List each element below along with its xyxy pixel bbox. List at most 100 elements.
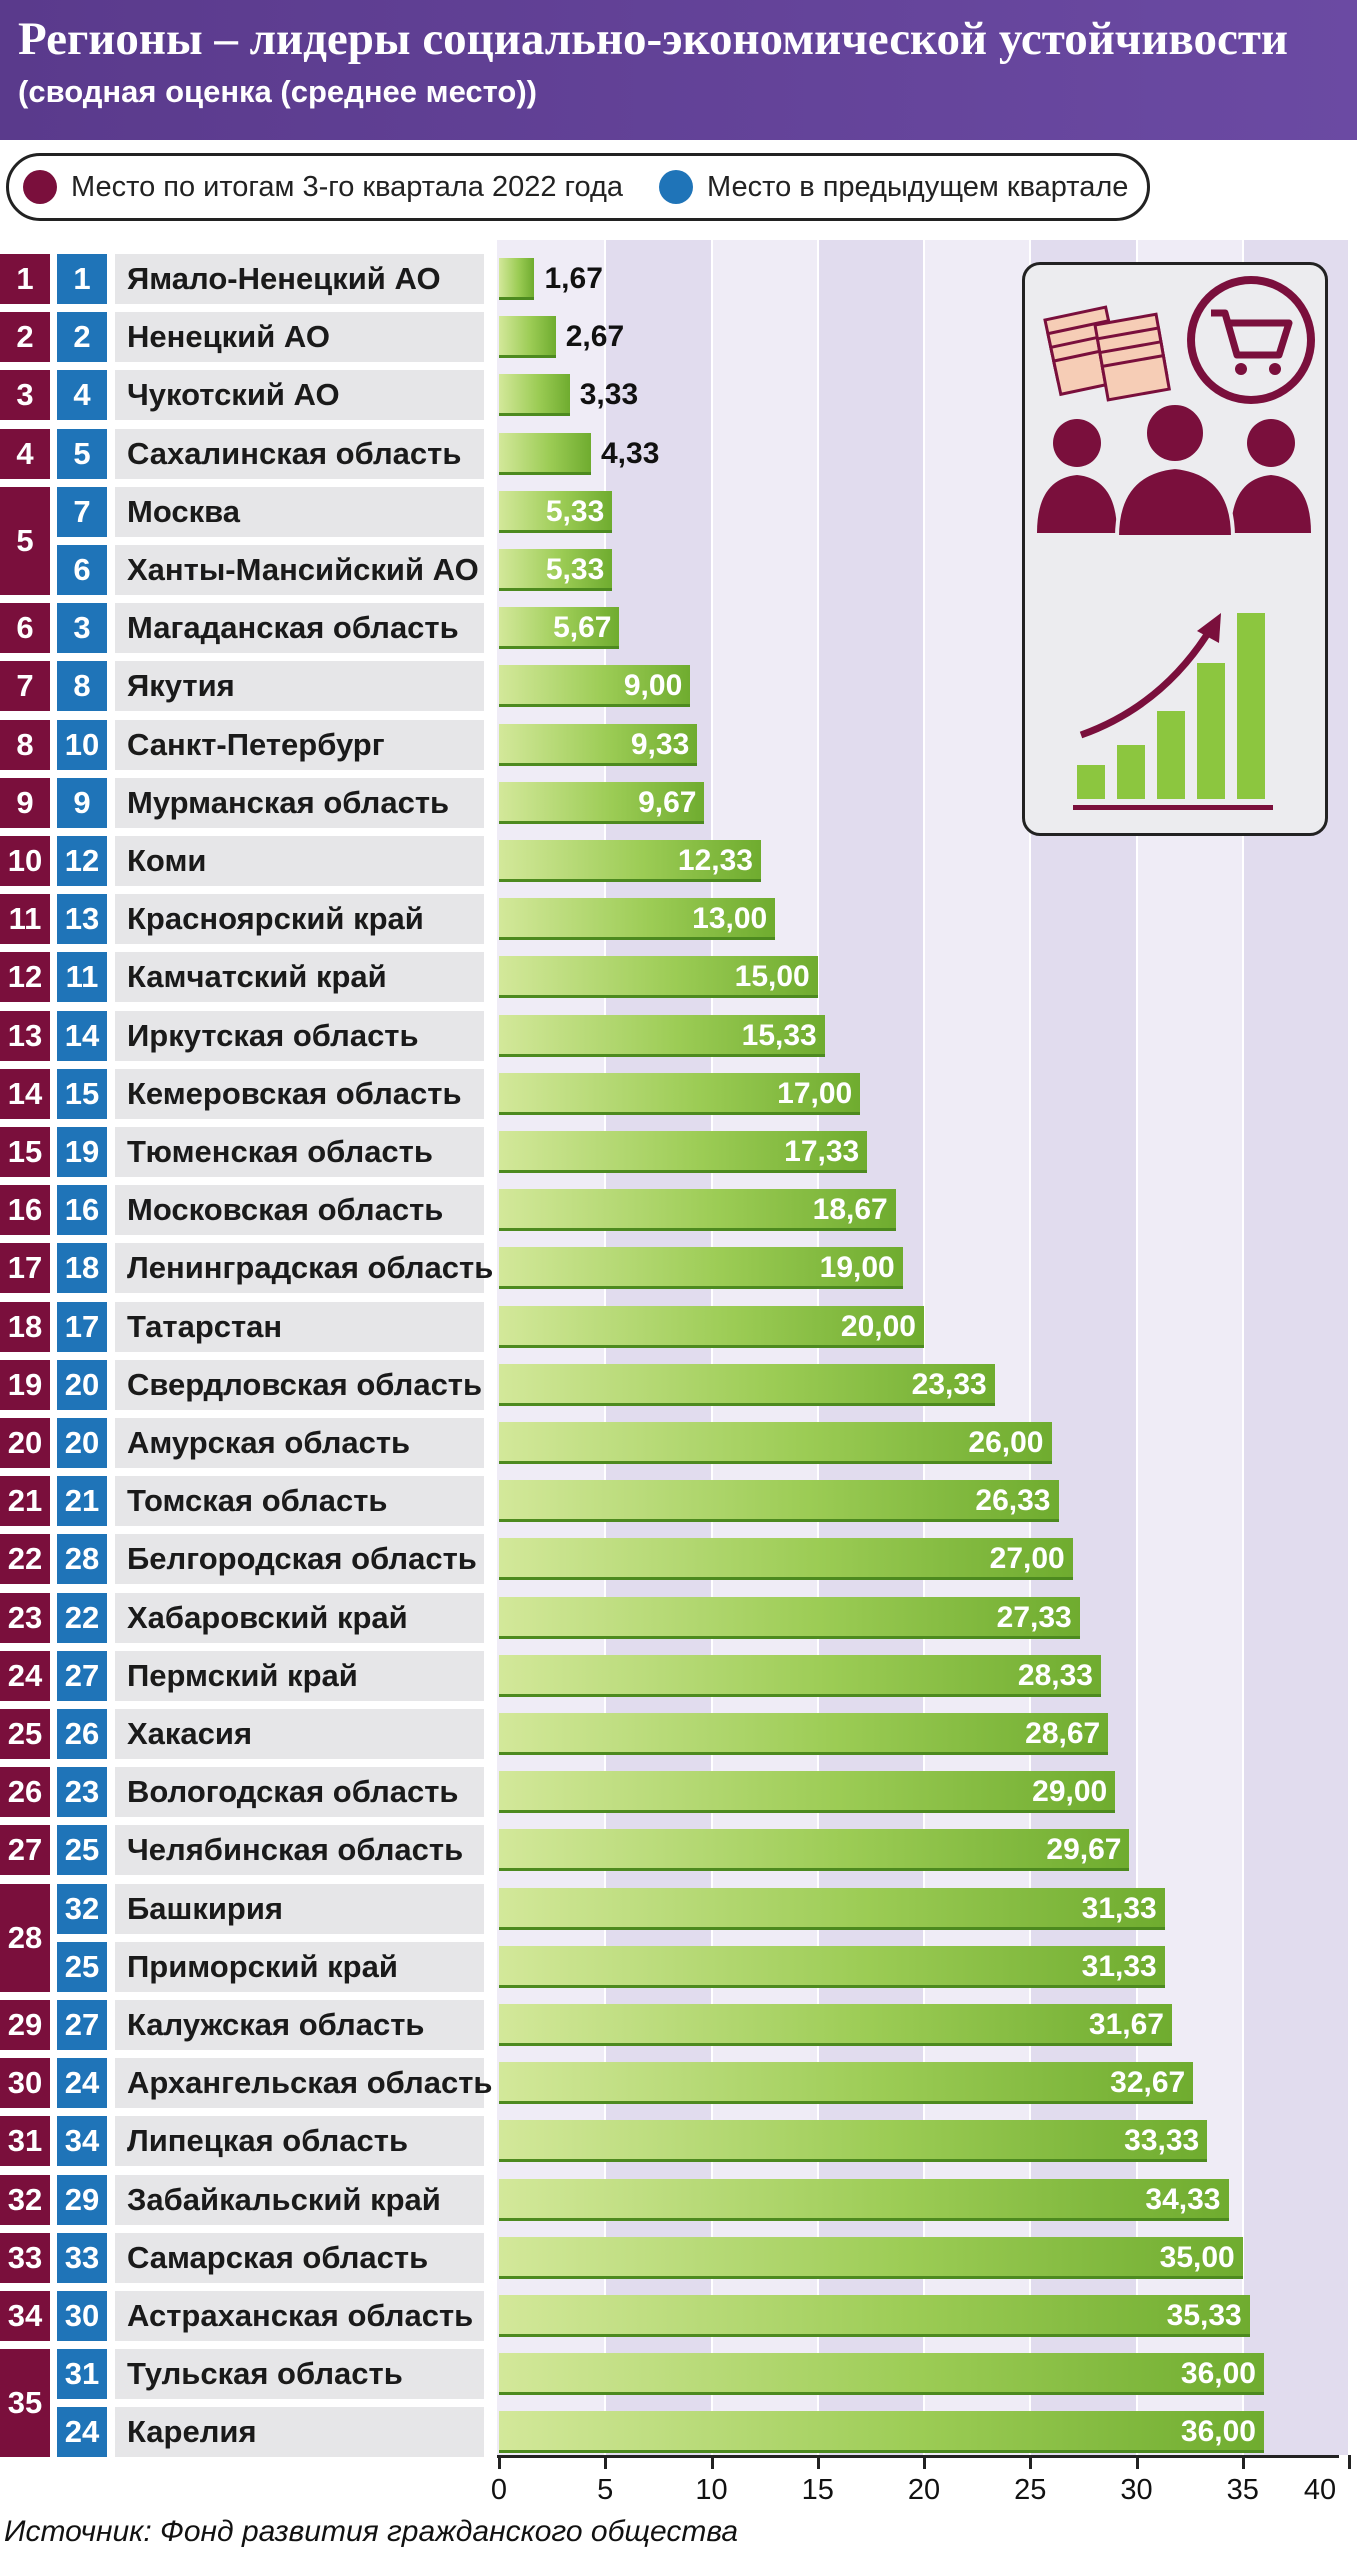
bar-value-label: 12,33 <box>677 844 753 877</box>
current-rank-badge: 5 <box>0 486 50 595</box>
current-rank-badge: 33 <box>0 2232 50 2283</box>
previous-rank-badge: 12 <box>57 836 107 886</box>
current-rank-badge: 16 <box>0 1185 50 1236</box>
previous-rank-badge: 31 <box>57 2349 107 2400</box>
bar <box>499 1131 868 1173</box>
x-tick-label: 20 <box>907 2474 941 2506</box>
previous-rank-badge: 9 <box>57 777 107 828</box>
x-tick-label: 25 <box>1014 2474 1047 2506</box>
previous-rank-badge: 5 <box>57 428 107 479</box>
region-name: Пермский край <box>127 1657 358 1693</box>
bar-value-label: 18,67 <box>812 1193 888 1227</box>
current-rank-badge: 2 <box>0 312 50 363</box>
bar-value-label: 26,00 <box>968 1426 1044 1459</box>
x-tick <box>1135 2455 1139 2469</box>
bar <box>499 1538 1073 1581</box>
bar-value-label: 31,67 <box>1088 2008 1164 2041</box>
current-rank-badge: 19 <box>0 1359 50 1410</box>
region-name: Чукотский АО <box>127 377 340 413</box>
row-label-background <box>115 2174 484 2225</box>
gridline <box>1241 240 1244 2455</box>
region-name: Самарская область <box>127 2239 429 2275</box>
current-rank-badge: 4 <box>0 428 50 479</box>
current-rank-dot-icon <box>23 170 57 204</box>
bar <box>499 258 535 300</box>
row-label-background <box>115 1767 484 1818</box>
bar-value-label: 9,67 <box>638 785 697 819</box>
bar-value-label: 36,00 <box>1180 2357 1256 2391</box>
previous-rank-badge: 2 <box>57 312 107 363</box>
gridline <box>1348 240 1350 2455</box>
bar-value-label: 15,33 <box>741 1018 817 1052</box>
previous-rank-badge: 10 <box>57 719 107 770</box>
current-rank-badge: 6 <box>0 603 50 654</box>
region-name: Красноярский край <box>127 901 424 937</box>
previous-rank-badge: 22 <box>57 1592 107 1643</box>
x-tick-label: 40 <box>1303 2474 1337 2506</box>
previous-rank-badge: 11 <box>57 952 107 1003</box>
region-name: Москва <box>127 493 240 529</box>
bar-value-label: 9,33 <box>630 727 690 761</box>
row-label-background <box>115 2116 484 2167</box>
bar <box>499 2411 1264 2454</box>
x-tick <box>604 2455 608 2469</box>
bar-value-label: 36,00 <box>1180 2415 1256 2449</box>
row-label-background <box>115 1825 484 1876</box>
region-name: Томская область <box>127 1483 388 1519</box>
previous-rank-badge: 13 <box>57 894 107 945</box>
current-rank-badge: 35 <box>0 2349 50 2458</box>
row-label-background <box>115 952 484 1003</box>
region-name: Магаданская область <box>127 610 459 646</box>
region-name: Забайкальский край <box>127 2181 441 2217</box>
row-label-background <box>115 719 484 770</box>
current-rank-badge: 32 <box>0 2174 50 2225</box>
bar-value-label: 28,33 <box>1017 1658 1093 1692</box>
region-name: Вологодская область <box>127 1774 459 1810</box>
region-name: Липецкая область <box>127 2123 409 2159</box>
row-label-background <box>115 2291 484 2341</box>
current-rank-badge: 27 <box>0 1825 50 1876</box>
bar <box>499 898 776 941</box>
previous-rank-badge: 18 <box>57 1243 107 1294</box>
row-label-background <box>115 777 484 828</box>
header-banner: Регионы – лидеры социально-экономической… <box>0 0 1357 140</box>
region-name: Амурская область <box>127 1425 411 1460</box>
previous-rank-badge: 14 <box>57 1010 107 1061</box>
x-tick-label: 10 <box>695 2474 728 2506</box>
current-rank-badge: 8 <box>0 719 50 770</box>
x-axis <box>497 2455 1339 2458</box>
bar <box>499 1945 1165 1988</box>
region-name: Свердловская область <box>127 1366 483 1402</box>
previous-rank-badge: 25 <box>57 1825 107 1876</box>
bar <box>499 1422 1052 1464</box>
bar <box>499 1771 1116 1814</box>
region-name: Хакасия <box>127 1716 253 1751</box>
bar-value-label: 27,00 <box>989 1542 1065 1576</box>
region-name: Сахалинская область <box>127 435 462 471</box>
x-tick <box>710 2455 714 2469</box>
bar <box>499 1596 1080 1639</box>
x-tick <box>1348 2455 1351 2469</box>
bar-value-label: 33,33 <box>1124 2124 1200 2158</box>
row-label-background <box>115 1418 484 1468</box>
bar <box>499 956 818 999</box>
x-tick-label: 15 <box>801 2474 834 2506</box>
region-name: Астраханская область <box>127 2298 474 2333</box>
legend-item-current: Место по итогам 3-го квартала 2022 года <box>23 156 623 218</box>
bar <box>499 2120 1208 2163</box>
current-rank-badge: 17 <box>0 1243 50 1294</box>
row-label-background <box>115 254 484 304</box>
previous-rank-badge: 34 <box>57 2116 107 2167</box>
current-rank-badge: 15 <box>0 1127 50 1177</box>
x-tick <box>816 2455 820 2469</box>
bar <box>499 2062 1194 2105</box>
row-label-background <box>115 428 484 479</box>
bar <box>499 1480 1059 1523</box>
legend-item-previous: Место в предыдущем квартале <box>659 156 1128 218</box>
growth-chart-icon <box>1073 613 1273 810</box>
bar <box>499 1189 896 1232</box>
bar-value-label: 17,00 <box>777 1076 853 1110</box>
current-rank-badge: 30 <box>0 2058 50 2109</box>
region-name: Ханты-Мансийский АО <box>127 552 479 587</box>
row-label-background <box>115 545 484 595</box>
